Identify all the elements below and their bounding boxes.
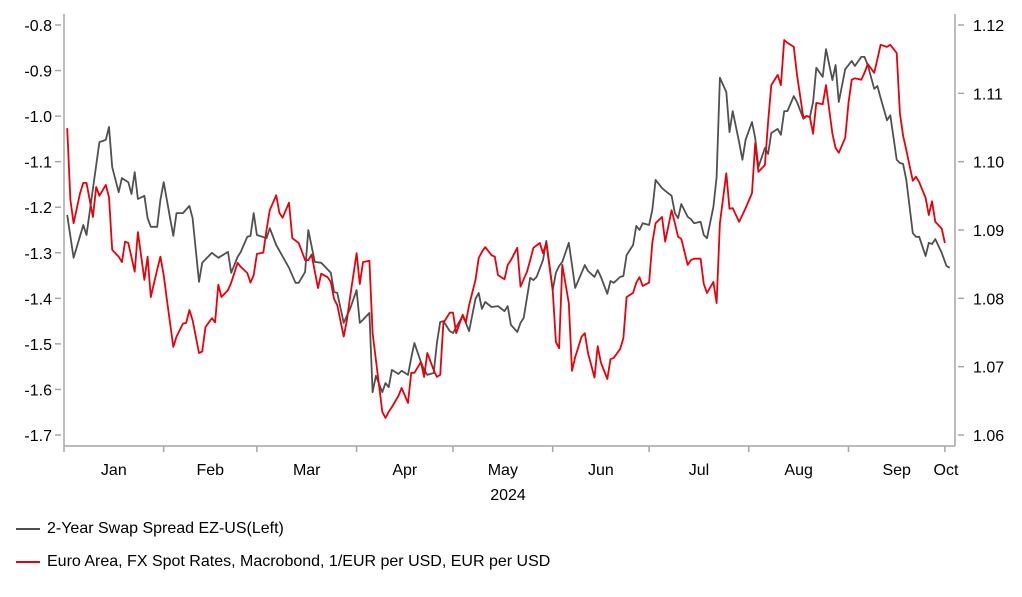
x-tick-label-jan: Jan xyxy=(101,462,127,479)
right-axis-ticks: 1.12 1.11 1.10 1.09 1.08 1.07 1.06 xyxy=(958,18,1004,445)
right-tick-label: 1.12 xyxy=(973,18,1004,35)
swap-spread-line xyxy=(66,48,951,394)
eurusd-line xyxy=(66,39,946,419)
left-tick-label: -0.9 xyxy=(24,64,52,81)
legend-item-swap-spread: 2-Year Swap Spread EZ-US(Left) xyxy=(16,520,284,538)
x-tick-label-apr: Apr xyxy=(392,462,418,479)
legend-label: 2-Year Swap Spread EZ-US(Left) xyxy=(47,520,284,537)
x-tick-label-jul: Jul xyxy=(689,462,709,479)
x-tick-label-oct: Oct xyxy=(934,462,959,479)
x-tick-label-aug: Aug xyxy=(784,462,812,479)
left-tick-label: -0.8 xyxy=(24,18,52,35)
x-tick-label-feb: Feb xyxy=(196,462,224,479)
x-axis-ticks: Jan Feb Mar Apr May Jun Jul Aug Sep Oct xyxy=(63,446,959,479)
left-tick-label: -1.3 xyxy=(24,246,52,263)
x-tick-label-sep: Sep xyxy=(882,462,911,479)
x-tick-label-may: May xyxy=(488,462,518,479)
right-tick-label: 1.07 xyxy=(973,360,1004,377)
left-tick-label: -1.7 xyxy=(24,428,52,445)
right-tick-label: 1.09 xyxy=(973,223,1004,240)
legend-label: Euro Area, FX Spot Rates, Macrobond, 1/E… xyxy=(47,553,551,570)
right-tick-label: 1.10 xyxy=(973,155,1004,172)
right-tick-label: 1.11 xyxy=(973,86,1003,103)
axes xyxy=(63,14,956,447)
legend-item-eurusd: Euro Area, FX Spot Rates, Macrobond, 1/E… xyxy=(16,553,550,571)
left-axis-ticks: -0.8 -0.9 -1.0 -1.1 -1.2 -1.3 -1.4 -1.5 -1.6 -1.7 xyxy=(24,18,61,445)
left-tick-label: -1.5 xyxy=(24,337,52,354)
right-tick-label: 1.06 xyxy=(973,428,1004,445)
legend-swatch-red xyxy=(16,561,40,563)
left-tick-label: -1.2 xyxy=(24,200,52,217)
left-tick-label: -1.0 xyxy=(24,109,52,126)
left-tick-label: -1.4 xyxy=(24,291,52,308)
left-tick-label: -1.6 xyxy=(24,382,52,399)
right-tick-label: 1.08 xyxy=(973,291,1004,308)
x-tick-label-mar: Mar xyxy=(293,462,321,479)
left-tick-label: -1.1 xyxy=(24,155,52,172)
x-tick-label-jun: Jun xyxy=(588,462,614,479)
series-lines xyxy=(66,39,951,419)
legend-swatch-gray xyxy=(16,528,40,530)
x-axis-year-label: 2024 xyxy=(490,487,526,504)
